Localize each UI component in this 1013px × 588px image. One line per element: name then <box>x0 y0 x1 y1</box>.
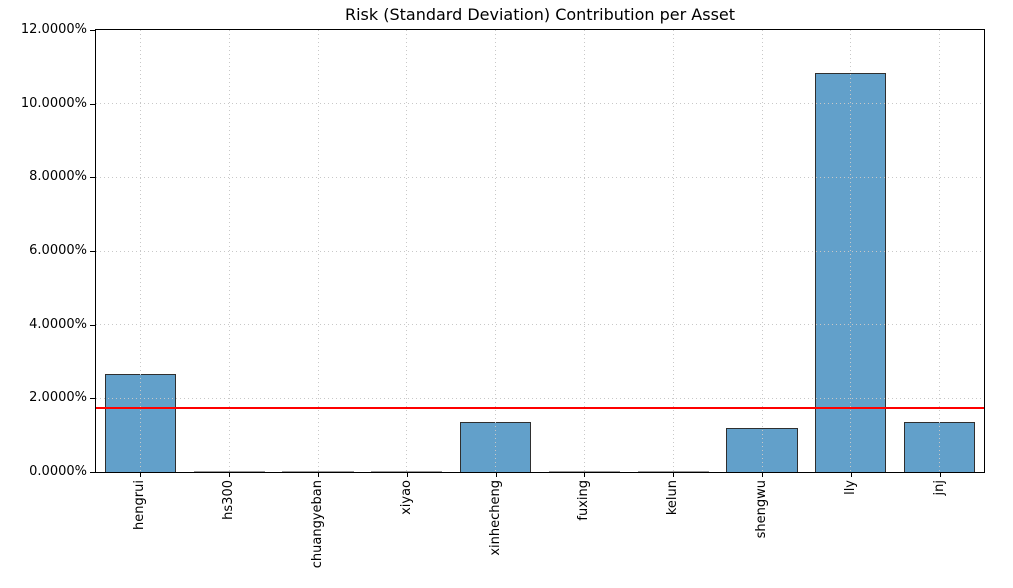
x-tick-label-hs300: hs300 <box>221 480 237 520</box>
x-tick-label-text: xinhecheng <box>487 480 503 556</box>
x-tick-label-text: kelun <box>665 480 681 516</box>
x-tick-mark <box>140 473 142 477</box>
y-tick-label: 12.0000% <box>20 22 87 37</box>
y-tick-label: 6.0000% <box>29 243 87 258</box>
x-tick-label-kelun: kelun <box>665 480 681 515</box>
x-tick-label-lly: lly <box>843 480 859 495</box>
y-tick-mark <box>90 472 95 473</box>
y-tick-mark <box>90 398 95 400</box>
x-tick-mark <box>850 473 852 477</box>
x-tick-label-text: fuxing <box>576 480 592 521</box>
y-tick-mark <box>90 251 95 252</box>
gridline-horizontal <box>96 397 984 399</box>
y-tick-label: 8.0000% <box>29 169 87 185</box>
x-tick-mark <box>229 473 231 477</box>
gridline-horizontal <box>96 103 984 105</box>
gridline-vertical <box>139 30 141 472</box>
y-tick-mark <box>90 30 95 31</box>
x-tick-mark <box>495 473 497 477</box>
gridline-vertical <box>939 30 941 472</box>
gridline-horizontal <box>96 176 984 178</box>
x-tick-mark <box>318 473 319 477</box>
x-tick-mark <box>762 473 763 477</box>
gridline-vertical <box>672 30 674 472</box>
x-tick-mark <box>406 473 408 477</box>
x-tick-label-xinhecheng: xinhecheng <box>488 480 504 556</box>
x-tick-mark <box>584 473 586 477</box>
gridline-horizontal <box>96 324 984 326</box>
x-tick-mark <box>939 473 941 477</box>
gridline-vertical <box>406 30 408 472</box>
x-tick-label-text: xiyao <box>398 480 414 515</box>
x-tick-label-chuangyeban: chuangyeban <box>310 480 326 568</box>
plot-area <box>95 29 985 473</box>
y-tick-label: 4.0000% <box>29 316 87 332</box>
gridline-vertical <box>317 30 319 472</box>
gridline-vertical <box>850 30 852 472</box>
x-tick-label-text: jnj <box>931 480 947 496</box>
x-tick-label-text: shengwu <box>754 480 769 539</box>
x-tick-mark <box>673 473 675 477</box>
chart-title: Risk (Standard Deviation) Contribution p… <box>344 5 736 24</box>
x-tick-label-xiyao: xiyao <box>399 480 415 515</box>
x-tick-label-text: lly <box>842 480 858 495</box>
gridline-vertical <box>228 30 230 472</box>
gridline-vertical <box>495 30 497 472</box>
x-tick-label-jnj: jnj <box>932 480 948 495</box>
y-tick-mark <box>90 177 95 179</box>
x-tick-label-shengwu: shengwu <box>754 480 770 538</box>
gridline-horizontal <box>96 250 984 252</box>
y-tick-mark <box>90 103 95 105</box>
gridline-vertical <box>761 30 763 472</box>
y-tick-label: 10.0000% <box>20 95 87 111</box>
y-tick-label: 0.0000% <box>29 464 87 479</box>
x-tick-label-text: hengrui <box>132 480 148 530</box>
x-tick-label-text: hs300 <box>221 480 237 520</box>
gridline-vertical <box>583 30 585 472</box>
y-tick-label: 2.0000% <box>29 390 87 406</box>
x-tick-label-hengrui: hengrui <box>132 480 148 530</box>
reference-line <box>96 406 984 409</box>
x-tick-label-text: chuangyeban <box>310 480 325 569</box>
x-tick-label-fuxing: fuxing <box>576 480 592 521</box>
y-tick-mark <box>90 324 95 326</box>
